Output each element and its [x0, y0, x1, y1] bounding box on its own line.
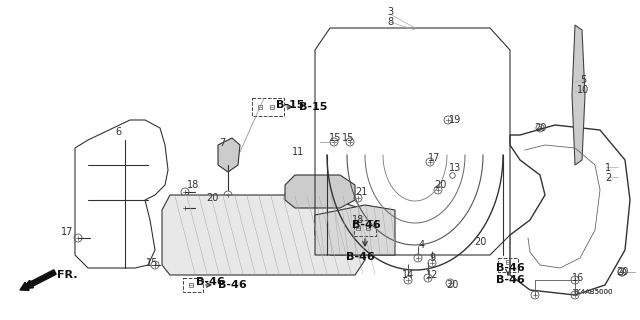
Text: 20: 20	[474, 237, 486, 247]
Bar	[252, 98, 284, 116]
Text: 6: 6	[115, 127, 121, 137]
Text: 3: 3	[387, 7, 393, 17]
Text: 7: 7	[219, 138, 225, 148]
Polygon shape	[285, 175, 355, 208]
Text: 14: 14	[402, 270, 414, 280]
Text: B-46: B-46	[196, 277, 225, 287]
Text: 20: 20	[534, 123, 546, 133]
Text: 8: 8	[387, 17, 393, 27]
Text: FR.: FR.	[57, 270, 77, 280]
Text: 5: 5	[580, 75, 586, 85]
Text: 1: 1	[605, 163, 611, 173]
Text: 10: 10	[577, 85, 589, 95]
Text: 18: 18	[352, 215, 364, 225]
Text: 20: 20	[434, 180, 446, 190]
Text: TK4AB5000: TK4AB5000	[572, 289, 612, 295]
Text: 9: 9	[429, 253, 435, 263]
Text: 15: 15	[329, 133, 341, 143]
Text: 2: 2	[605, 173, 611, 183]
Text: 4: 4	[419, 240, 425, 250]
Text: 19: 19	[449, 115, 461, 125]
Text: B-46: B-46	[496, 275, 525, 285]
Text: B-15: B-15	[299, 102, 328, 112]
Text: 11: 11	[292, 147, 304, 157]
Text: TK4AB5000: TK4AB5000	[572, 289, 612, 295]
Text: 12: 12	[426, 270, 438, 280]
Text: B-15: B-15	[276, 100, 304, 110]
Text: 17: 17	[61, 227, 73, 237]
Text: 18: 18	[187, 180, 199, 190]
Bar	[183, 278, 203, 292]
Text: 13: 13	[449, 163, 461, 173]
Polygon shape	[218, 138, 240, 172]
Text: 15: 15	[146, 258, 158, 268]
Polygon shape	[572, 25, 585, 165]
Text: 16: 16	[572, 273, 584, 283]
Text: B-46: B-46	[351, 220, 380, 230]
FancyArrow shape	[20, 270, 56, 290]
Text: B-46: B-46	[218, 280, 247, 290]
Text: 15: 15	[342, 133, 354, 143]
Text: B-46: B-46	[346, 252, 375, 262]
Polygon shape	[162, 195, 365, 275]
Text: 20: 20	[206, 193, 218, 203]
Bar	[498, 258, 518, 272]
Bar	[354, 220, 376, 236]
Text: B-46: B-46	[495, 263, 524, 273]
Polygon shape	[315, 205, 395, 255]
Text: 17: 17	[428, 153, 440, 163]
Text: 21: 21	[355, 187, 367, 197]
Text: 20: 20	[616, 267, 628, 277]
Text: 20: 20	[446, 280, 458, 290]
